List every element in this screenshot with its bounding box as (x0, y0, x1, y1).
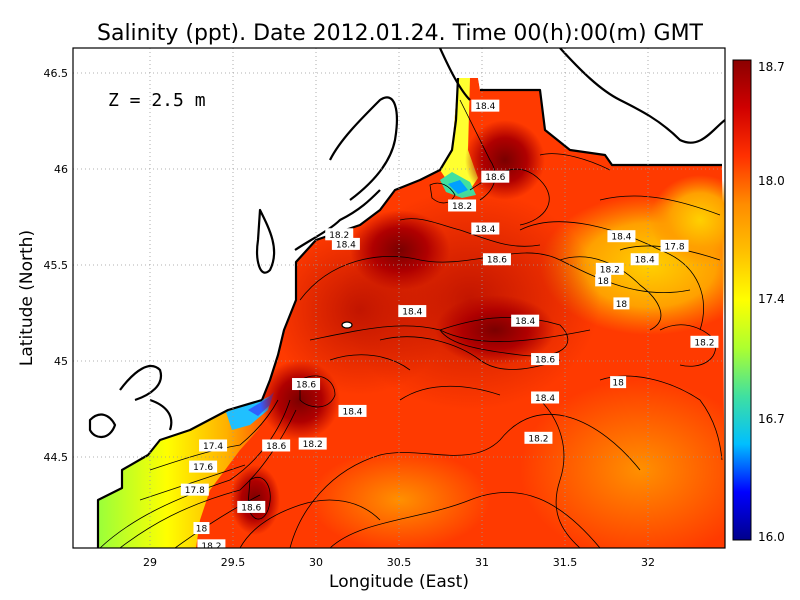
y-axis-label: Latitude (North) (17, 230, 37, 366)
contour-label: 17.4 (199, 439, 228, 452)
colorbar-tick-label: 16.7 (758, 412, 785, 426)
contour-label-text: 18.2 (329, 231, 349, 241)
y-tick-label: 44.5 (44, 451, 69, 464)
contour-label-text: 18.4 (342, 407, 362, 417)
colorbar-gradient (732, 59, 752, 541)
contour-label: 18.2 (524, 431, 553, 444)
colorbar-tick-label: 18.7 (758, 60, 785, 74)
contour-label: 18.2 (325, 228, 354, 241)
coastline (88, 48, 725, 548)
contour-label-text: 18.4 (611, 233, 631, 243)
y-tick-label: 46.5 (44, 67, 69, 80)
contour-label-text: 17.6 (193, 463, 213, 473)
gridlines (73, 48, 725, 548)
contour-label: 18.2 (690, 335, 719, 348)
contour-label-text: 18.4 (635, 256, 655, 266)
contour-label-text: 18.2 (528, 434, 548, 444)
y-tick-label: 45.5 (44, 259, 69, 272)
colorbar-tick-label: 18.0 (758, 174, 785, 188)
contour-label: 18.6 (482, 253, 511, 266)
x-tick-label: 29 (143, 556, 157, 569)
plot-title: Salinity (ppt). Date 2012.01.24. Time 00… (97, 21, 704, 46)
depth-label: Z = 2.5 m (108, 90, 206, 111)
contour-label-text: 18.6 (535, 356, 555, 366)
contour-label: 18.6 (237, 500, 266, 513)
contour-labels: 18.418.618.218.418.218.418.417.818.6 18.4… (180, 99, 719, 552)
contour-label: 17.8 (660, 239, 689, 252)
contour-label-text: 18 (616, 300, 628, 310)
contour-label-text: 18.6 (487, 256, 507, 266)
contour-label: 18.4 (531, 391, 560, 404)
contour-label-text: 18.6 (241, 503, 261, 513)
contour-label-text: 18 (612, 379, 624, 389)
y-axis-ticks: 44.5 45 45.5 46 46.5 (44, 67, 69, 464)
contour-label: 17.6 (189, 460, 218, 473)
colorbar-tick-label: 17.4 (758, 292, 785, 306)
contour-label: 18.6 (481, 170, 510, 183)
x-axis-label: Longitude (East) (329, 572, 469, 592)
y-tick-label: 46 (54, 163, 68, 176)
contour-label: 18.4 (398, 305, 427, 318)
contour-label-text: 17.8 (665, 242, 685, 252)
x-tick-label: 31 (475, 556, 489, 569)
contour-label: 18 (613, 297, 630, 310)
contour-lines (99, 99, 723, 548)
x-tick-label: 30 (309, 556, 323, 569)
contour-label-text: 18.2 (694, 338, 714, 348)
contour-label-text: 18 (597, 277, 609, 287)
contour-label: 18.6 (262, 439, 291, 452)
contour-label: 18.6 (292, 378, 321, 391)
contour-label-text: 18.4 (475, 102, 495, 112)
contour-label-text: 18.6 (266, 442, 286, 452)
contour-label-text: 18.6 (296, 381, 316, 391)
contour-label: 18.4 (630, 253, 659, 266)
contour-label-text: 18.4 (515, 317, 535, 327)
contour-label-text: 18.4 (475, 225, 495, 235)
x-tick-label: 30.5 (387, 556, 412, 569)
contour-label-text: 18.2 (201, 542, 221, 552)
contour-label-text: 18 (196, 525, 208, 535)
contour-label: 18.4 (331, 237, 360, 250)
contour-label: 18.4 (607, 230, 636, 243)
contour-label: 18.2 (448, 199, 477, 212)
contour-label-text: 18.2 (303, 440, 323, 450)
contour-label-text: 17.4 (203, 442, 223, 452)
colorbar: 16.0 16.7 17.4 18.0 18.7 (732, 59, 785, 544)
x-tick-label: 32 (641, 556, 655, 569)
contour-label: 18 (193, 522, 210, 535)
contour-label: 17.8 (180, 483, 209, 496)
contour-label-text: 18.4 (336, 240, 356, 250)
contour-label-text: 18.4 (535, 394, 555, 404)
colorbar-tick-label: 16.0 (758, 530, 785, 544)
contour-label-text: 18.2 (452, 202, 472, 212)
contour-label: 18.2 (298, 437, 327, 450)
contour-label: 18.4 (471, 222, 500, 235)
x-tick-label: 29.5 (221, 556, 246, 569)
contour-label: 18.2 (595, 262, 624, 275)
map-plot-area: 18.418.618.218.418.218.418.417.818.6 18.4… (73, 48, 725, 552)
contour-label-text: 18.6 (485, 173, 505, 183)
contour-label: 18.2 (197, 539, 226, 552)
contour-label: 18.6 (531, 353, 560, 366)
y-tick-label: 45 (54, 355, 68, 368)
x-axis-ticks: 29 29.5 30 30.5 31 31.5 32 (143, 556, 655, 569)
contour-label-text: 18.4 (402, 308, 422, 318)
plot-frame (72, 47, 726, 549)
contour-label-text: 17.8 (185, 486, 205, 496)
contour-label: 18 (595, 274, 612, 287)
contour-label: 18.4 (471, 99, 500, 112)
x-tick-label: 31.5 (553, 556, 578, 569)
contour-label: 18 (610, 376, 627, 389)
contour-label: 18.4 (338, 404, 367, 417)
contour-label: 18.4 (511, 314, 540, 327)
contour-label-text: 18.2 (600, 265, 620, 275)
land-mass (73, 48, 455, 548)
